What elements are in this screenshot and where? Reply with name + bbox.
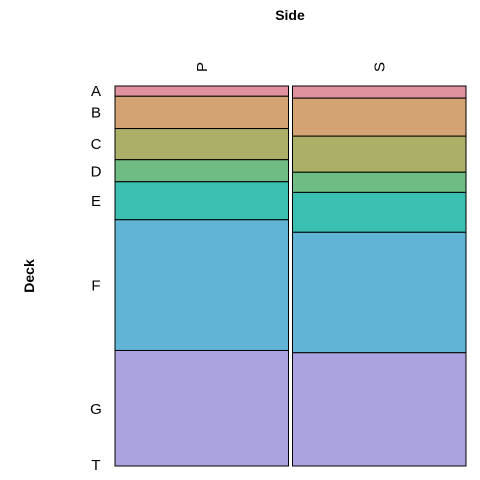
cell-p-a: [114, 85, 289, 97]
cell-s-d: [292, 171, 467, 193]
cell-p-c: [114, 128, 289, 161]
cell-p-d: [114, 159, 289, 183]
mosaic-cells: [114, 85, 467, 467]
y-tick-g: G: [90, 401, 102, 418]
cell-s-b: [292, 97, 467, 137]
x-axis-title: Side: [275, 7, 305, 23]
y-axis-title: Deck: [21, 259, 37, 293]
y-tick-d: D: [91, 164, 102, 181]
cell-p-f: [114, 219, 289, 351]
y-tick-b: B: [91, 105, 101, 122]
y-tick-a: A: [91, 83, 101, 100]
y-tick-e: E: [91, 193, 101, 210]
cell-s-g: [292, 352, 467, 467]
y-tick-c: C: [91, 136, 102, 153]
cell-s-f: [292, 231, 467, 354]
x-tick-s: S: [371, 62, 388, 72]
cell-s-c: [292, 135, 467, 173]
cell-s-a: [292, 85, 467, 99]
y-tick-f: F: [91, 278, 100, 295]
x-tick-p: P: [194, 62, 211, 72]
cell-p-e: [114, 181, 289, 221]
cell-p-g: [114, 349, 289, 467]
cell-s-e: [292, 191, 467, 233]
cell-p-b: [114, 95, 289, 130]
y-tick-t: T: [91, 457, 100, 474]
